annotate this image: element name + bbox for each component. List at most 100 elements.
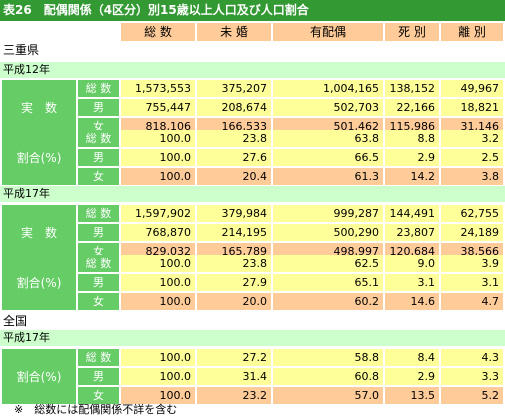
row-sub-label: 男	[78, 99, 119, 116]
column-header: 未 婚	[197, 23, 271, 41]
column-header: 総 数	[121, 23, 195, 41]
table-row: 女 100.0 20.0 60.2 14.6 4.7	[0, 293, 505, 310]
table-row: 男 755,447 208,674 502,703 22,166 18,821	[0, 99, 505, 116]
row-sub-label: 女	[78, 387, 119, 404]
data-cell: 60.2	[273, 293, 383, 310]
data-cell: 2.9	[385, 368, 439, 385]
year-label: 平成17年	[0, 330, 505, 346]
data-cell: 8.4	[385, 349, 439, 366]
data-cell: 58.8	[273, 349, 383, 366]
data-cell: 100.0	[121, 274, 195, 291]
data-cell: 138,152	[385, 80, 439, 97]
data-cell: 100.0	[121, 349, 195, 366]
data-cell: 379,984	[197, 205, 271, 222]
data-cell: 100.0	[121, 255, 195, 272]
data-cell: 144,491	[385, 205, 439, 222]
data-cell: 1,573,553	[121, 80, 195, 97]
region-label: 全国	[3, 314, 28, 328]
data-cell: 2.5	[441, 149, 503, 166]
data-cell: 100.0	[121, 130, 195, 147]
data-cell: 23.8	[197, 255, 271, 272]
data-cell: 22,166	[385, 99, 439, 116]
data-cell: 9.0	[385, 255, 439, 272]
data-cell: 60.8	[273, 368, 383, 385]
data-cell: 3.3	[441, 368, 503, 385]
data-cell: 14.6	[385, 293, 439, 310]
table-row: 総 数 1,597,902 379,984 999,287 144,491 62,755	[0, 205, 505, 222]
data-cell: 3.1	[441, 274, 503, 291]
data-cell: 61.3	[273, 168, 383, 185]
group-label: 割合(%)	[2, 130, 76, 185]
group-label: 割合(%)	[2, 255, 76, 310]
data-cell: 23,807	[385, 224, 439, 241]
data-cell: 3.2	[441, 130, 503, 147]
data-cell: 23.8	[197, 130, 271, 147]
data-cell: 3.1	[385, 274, 439, 291]
data-cell: 5.2	[441, 387, 503, 404]
table-row: 女 100.0 23.2 57.0 13.5 5.2	[0, 387, 505, 404]
data-cell: 62.5	[273, 255, 383, 272]
data-cell: 1,004,165	[273, 80, 383, 97]
data-cell: 3.9	[441, 255, 503, 272]
data-cell: 66.5	[273, 149, 383, 166]
column-header: 有配偶	[273, 23, 383, 41]
footnote: ※ 総数には配偶関係不詳を含む	[14, 403, 178, 416]
row-sub-label: 男	[78, 149, 119, 166]
data-cell: 20.4	[197, 168, 271, 185]
data-cell: 8.8	[385, 130, 439, 147]
table-row: 女 818,106 166,533 501,462 115,986 31,146	[0, 118, 505, 135]
group-label: 実 数	[2, 80, 76, 135]
table-row: 男 100.0 27.9 65.1 3.1 3.1	[0, 274, 505, 291]
data-cell: 214,195	[197, 224, 271, 241]
data-cell: 208,674	[197, 99, 271, 116]
data-cell: 100.0	[121, 293, 195, 310]
data-cell: 57.0	[273, 387, 383, 404]
table-row: 女 100.0 20.4 61.3 14.2 3.8	[0, 168, 505, 185]
column-header: 死 別	[385, 23, 439, 41]
data-cell: 62,755	[441, 205, 503, 222]
data-cell: 31.4	[197, 368, 271, 385]
data-cell: 13.5	[385, 387, 439, 404]
data-cell: 999,287	[273, 205, 383, 222]
data-cell: 27.2	[197, 349, 271, 366]
data-cell: 100.0	[121, 387, 195, 404]
table-row: 男 100.0 31.4 60.8 2.9 3.3	[0, 368, 505, 385]
data-cell: 755,447	[121, 99, 195, 116]
data-cell: 4.3	[441, 349, 503, 366]
data-cell: 14.2	[385, 168, 439, 185]
data-cell: 18,821	[441, 99, 503, 116]
row-sub-label: 男	[78, 224, 119, 241]
row-sub-label: 総 数	[78, 349, 119, 366]
row-sub-label: 総 数	[78, 130, 119, 147]
table-row: 総 数 100.0 23.8 62.5 9.0 3.9	[0, 255, 505, 272]
year-label: 平成12年	[0, 62, 505, 78]
row-sub-label: 女	[78, 293, 119, 310]
data-cell: 63.8	[273, 130, 383, 147]
data-cell: 100.0	[121, 149, 195, 166]
data-cell: 502,703	[273, 99, 383, 116]
data-cell: 3.8	[441, 168, 503, 185]
data-cell: 27.6	[197, 149, 271, 166]
data-cell: 23.2	[197, 387, 271, 404]
table-row: 男 768,870 214,195 500,290 23,807 24,189	[0, 224, 505, 241]
table-row: 総 数 100.0 27.2 58.8 8.4 4.3	[0, 349, 505, 366]
data-cell: 1,597,902	[121, 205, 195, 222]
data-cell: 65.1	[273, 274, 383, 291]
row-sub-label: 総 数	[78, 80, 119, 97]
column-header: 離 別	[441, 23, 503, 41]
table-row: 総 数 1,573,553 375,207 1,004,165 138,152 49,96…	[0, 80, 505, 97]
group-label: 割合(%)	[2, 349, 76, 404]
year-label: 平成17年	[0, 186, 505, 202]
table-title: 表26 配偶関係（4区分）別15歳以上人口及び人口割合	[0, 0, 505, 21]
data-cell: 24,189	[441, 224, 503, 241]
table-row: 男 100.0 27.6 66.5 2.9 2.5	[0, 149, 505, 166]
data-cell: 375,207	[197, 80, 271, 97]
data-cell: 100.0	[121, 168, 195, 185]
data-cell: 4.7	[441, 293, 503, 310]
data-cell: 49,967	[441, 80, 503, 97]
table-row: 総 数 100.0 23.8 63.8 8.8 3.2	[0, 130, 505, 147]
data-cell: 2.9	[385, 149, 439, 166]
data-cell: 768,870	[121, 224, 195, 241]
data-cell: 20.0	[197, 293, 271, 310]
group-label: 実 数	[2, 205, 76, 260]
